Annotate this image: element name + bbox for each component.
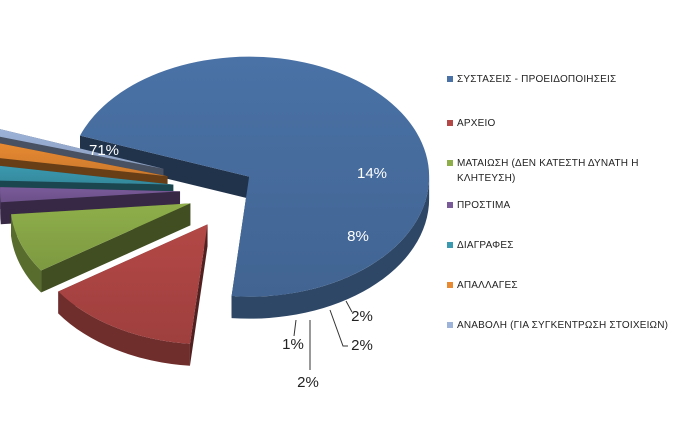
pie-slice-1 [80, 56, 430, 319]
legend-item-6: ΑΠΑΛΛΑΓΕΣ [447, 278, 675, 293]
legend-swatch [447, 120, 453, 126]
legend-swatch [447, 160, 453, 166]
pie-slice-2 [58, 224, 208, 366]
legend-label: ΑΡΧΕΙΟ [457, 118, 496, 129]
data-label-5: 2% [351, 337, 373, 354]
pie-slice-3 [11, 203, 191, 293]
legend-item-4: ΠΡΟΣΤΙΜΑ [447, 198, 675, 213]
legend-swatch [447, 242, 453, 248]
leader-line-7 [293, 319, 297, 337]
data-label-3: 8% [347, 228, 369, 245]
legend-swatch [447, 322, 453, 328]
data-label-1: 71% [89, 142, 119, 159]
data-label-6: 2% [297, 374, 319, 391]
legend-swatch [447, 282, 453, 288]
legend-item-5: ΔΙΑΓΡΑΦΕΣ [447, 238, 675, 253]
legend-item-7: ΑΝΑΒΟΛΗ (ΓΙΑ ΣΥΓΚΕΝΤΡΩΣΗ ΣΤΟΙΧΕΙΩΝ) [447, 318, 675, 333]
legend-label: ΔΙΑΓΡΑΦΕΣ [457, 240, 514, 251]
legend-label: ΠΡΟΣΤΙΜΑ [457, 200, 511, 211]
data-label-4: 2% [351, 308, 373, 325]
leader-line-5 [329, 309, 348, 347]
legend-label: ΜΑΤΑΙΩΣΗ (ΔΕΝ ΚΑΤΕΣΤΗ ΔΥΝΑΤΗ Η ΚΛΗΤΕΥΣΗ) [457, 158, 639, 184]
data-label-7: 1% [282, 336, 304, 353]
legend-item-3: ΜΑΤΑΙΩΣΗ (ΔΕΝ ΚΑΤΕΣΤΗ ΔΥΝΑΤΗ Η ΚΛΗΤΕΥΣΗ) [447, 156, 675, 186]
legend-item-1: ΣΥΣΤΑΣΕΙΣ - ΠΡΟΕΙΔΟΠΟΙΗΣΕΙΣ [447, 72, 675, 87]
legend-swatch [447, 202, 453, 208]
legend-label: ΣΥΣΤΑΣΕΙΣ - ΠΡΟΕΙΔΟΠΟΙΗΣΕΙΣ [457, 74, 617, 85]
legend-item-2: ΑΡΧΕΙΟ [447, 116, 675, 131]
leader-line-4 [345, 300, 353, 313]
legend-swatch [447, 76, 453, 82]
pie-chart: 71% 14% 8% 2% 2% 2% 1% [0, 56, 430, 391]
legend-label: ΑΝΑΒΟΛΗ (ΓΙΑ ΣΥΓΚΕΝΤΡΩΣΗ ΣΤΟΙΧΕΙΩΝ) [457, 320, 669, 331]
data-label-2: 14% [357, 165, 387, 182]
legend-label: ΑΠΑΛΛΑΓΕΣ [457, 280, 518, 291]
